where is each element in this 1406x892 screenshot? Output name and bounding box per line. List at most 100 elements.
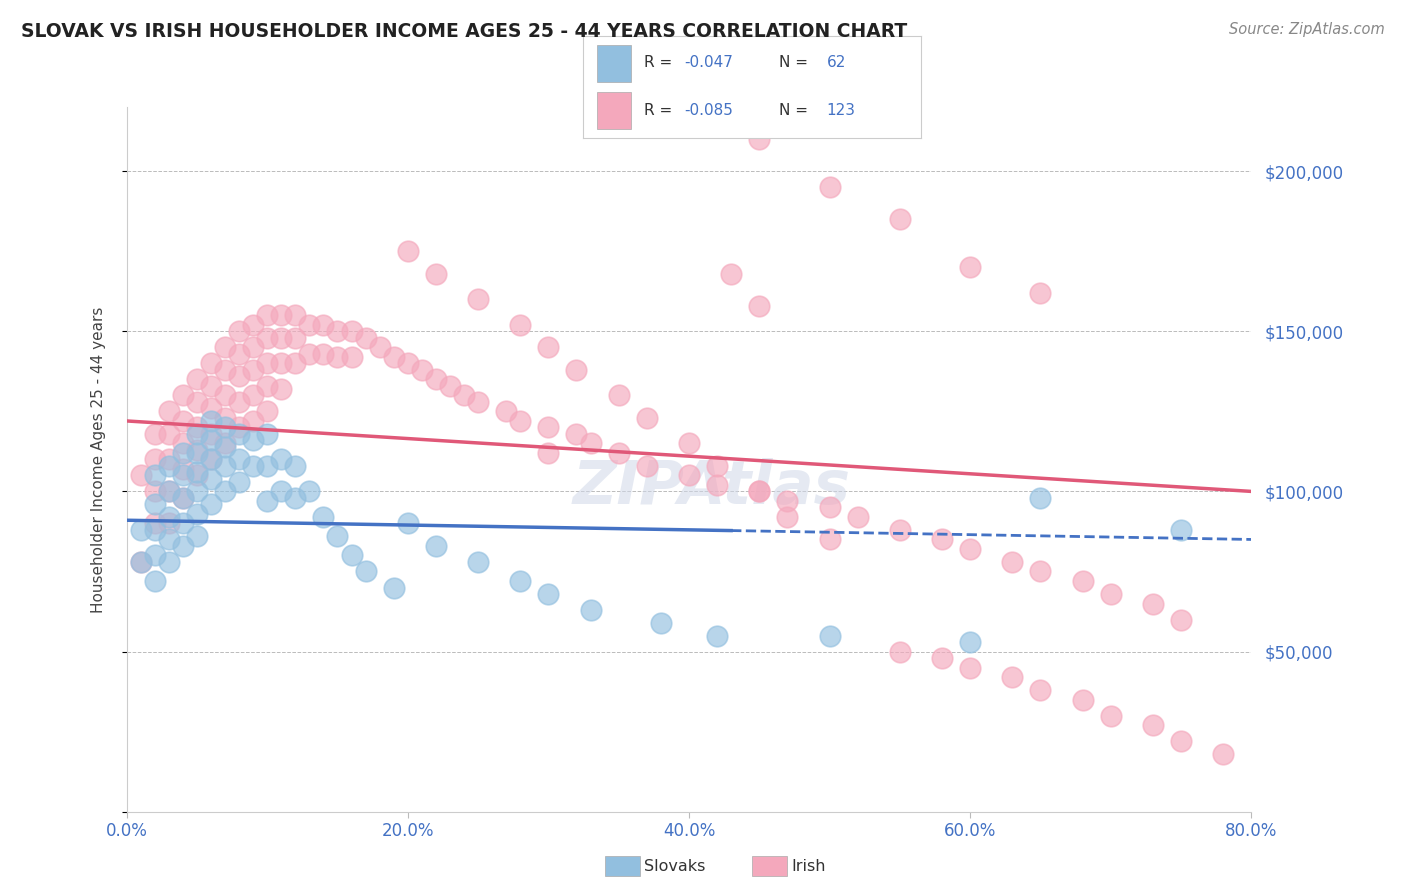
Point [340,324,363,338]
Point [242,414,264,428]
Point [425,539,447,553]
Point [748,484,770,499]
Point [242,318,264,332]
Point [1099,708,1122,723]
Point [579,603,602,617]
Point [1029,683,1052,698]
Point [228,324,250,338]
Point [284,458,307,473]
Point [396,356,419,370]
Point [706,628,728,642]
Point [186,442,208,457]
Point [1029,491,1052,505]
Point [200,414,222,428]
Text: R =: R = [644,55,678,70]
Point [565,362,588,376]
Point [214,420,236,434]
Point [270,452,292,467]
Point [509,414,531,428]
Point [439,378,461,392]
Point [143,484,166,499]
Point [228,452,250,467]
Point [537,340,560,354]
Point [298,318,321,332]
Point [284,308,307,322]
Point [270,484,292,499]
Point [143,523,166,537]
Point [509,318,531,332]
Point [931,651,953,665]
Point [607,446,630,460]
Point [340,549,363,563]
Point [157,426,180,441]
Point [186,446,208,460]
Text: Irish: Irish [792,859,827,873]
Point [495,404,517,418]
Text: Slovaks: Slovaks [644,859,706,873]
Point [396,244,419,259]
Point [200,497,222,511]
Point [143,452,166,467]
Point [242,433,264,447]
Point [200,452,222,467]
Text: R =: R = [644,103,678,118]
Point [1029,285,1052,300]
Point [354,331,377,345]
Point [186,484,208,499]
Text: SLOVAK VS IRISH HOUSEHOLDER INCOME AGES 25 - 44 YEARS CORRELATION CHART: SLOVAK VS IRISH HOUSEHOLDER INCOME AGES … [21,22,907,41]
Point [242,362,264,376]
Point [284,356,307,370]
Text: -0.047: -0.047 [685,55,734,70]
Point [650,615,672,630]
Point [256,458,278,473]
Point [931,533,953,547]
Text: 62: 62 [827,55,846,70]
Point [579,436,602,450]
Point [228,346,250,360]
Point [242,388,264,402]
Point [368,340,391,354]
Point [157,510,180,524]
Point [270,382,292,396]
Point [1071,574,1094,588]
Point [326,324,349,338]
Point [228,475,250,489]
Point [172,539,194,553]
Point [214,484,236,499]
Point [959,660,981,674]
Point [157,458,180,473]
Point [889,212,911,227]
Point [172,516,194,531]
Point [172,388,194,402]
Point [172,446,194,460]
Point [776,510,799,524]
Point [214,362,236,376]
Point [186,426,208,441]
Point [959,542,981,557]
Point [706,458,728,473]
Point [889,644,911,658]
Point [1142,597,1164,611]
Point [284,491,307,505]
Point [157,484,180,499]
Point [720,267,742,281]
Point [1029,565,1052,579]
Point [1001,555,1024,569]
Point [298,484,321,499]
Point [200,433,222,447]
Point [748,484,770,499]
Y-axis label: Householder Income Ages 25 - 44 years: Householder Income Ages 25 - 44 years [91,306,105,613]
Point [889,523,911,537]
Point [382,350,405,364]
Point [256,378,278,392]
Point [284,331,307,345]
Point [186,465,208,479]
Point [172,468,194,483]
Text: N =: N = [779,55,813,70]
Point [186,468,208,483]
Point [1071,692,1094,706]
Point [776,494,799,508]
Point [818,533,841,547]
Point [256,331,278,345]
Point [256,426,278,441]
